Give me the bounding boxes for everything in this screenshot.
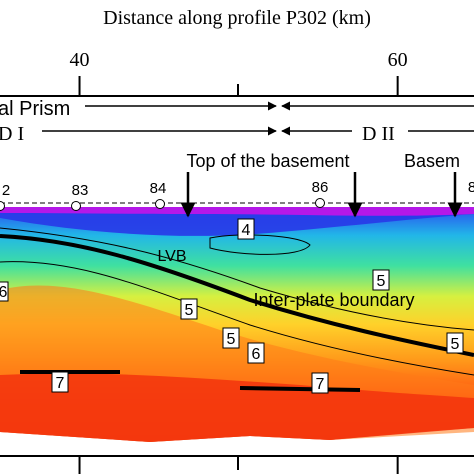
annotation: Top of the basement bbox=[186, 151, 349, 171]
label-box bbox=[372, 269, 390, 291]
contour-label: 6 bbox=[0, 284, 8, 301]
contour bbox=[0, 227, 474, 331]
station-label: 86 bbox=[312, 179, 329, 196]
contour-label: 7 bbox=[56, 375, 65, 392]
basement-line bbox=[20, 370, 361, 392]
axis-ticks: 40 60 bbox=[70, 49, 408, 96]
contour-label: 5 bbox=[451, 336, 460, 353]
station bbox=[71, 201, 81, 211]
station bbox=[0, 201, 5, 211]
x-tick-label: 60 bbox=[388, 49, 408, 71]
label-box bbox=[237, 218, 255, 240]
region-label: LVB bbox=[157, 248, 186, 265]
label-box bbox=[311, 372, 329, 394]
region-label: Inter-plate boundary bbox=[253, 290, 414, 310]
label-box bbox=[0, 281, 9, 302]
station-label: 8 bbox=[468, 179, 474, 196]
contour-label: 6 bbox=[252, 346, 261, 363]
contour-label: 5 bbox=[227, 331, 236, 348]
station-label: 83 bbox=[72, 182, 89, 199]
contour-label: 4 bbox=[242, 222, 251, 239]
station-label: 84 bbox=[150, 180, 167, 197]
contour-label: 5 bbox=[377, 273, 386, 290]
station bbox=[155, 199, 165, 209]
axis-title: Distance along profile P302 (km) bbox=[103, 7, 371, 29]
interface-line bbox=[0, 234, 474, 357]
label-box bbox=[222, 327, 240, 349]
station bbox=[315, 198, 325, 208]
contour-label: 5 bbox=[185, 302, 194, 319]
x-tick-label: 40 bbox=[70, 49, 90, 71]
domain-label: D I bbox=[0, 123, 24, 145]
label-box bbox=[446, 332, 464, 354]
station-label: 2 bbox=[2, 182, 10, 199]
domain-label: D II bbox=[362, 123, 395, 145]
label-box bbox=[51, 371, 69, 393]
annotation: Basem bbox=[404, 151, 460, 171]
contour-label: 7 bbox=[316, 376, 325, 393]
contour bbox=[0, 261, 474, 376]
domain-label: al Prism bbox=[0, 98, 70, 120]
label-box bbox=[247, 342, 265, 364]
label-box bbox=[180, 298, 198, 320]
